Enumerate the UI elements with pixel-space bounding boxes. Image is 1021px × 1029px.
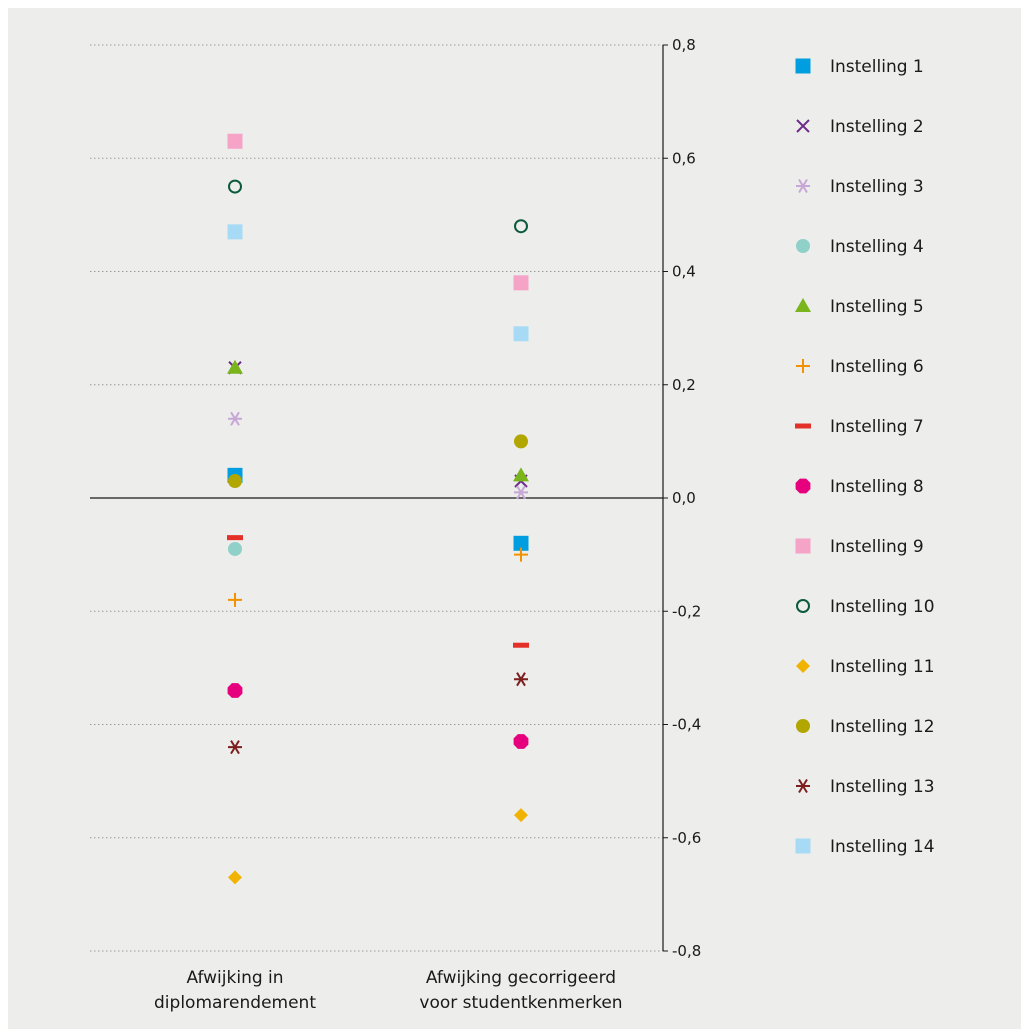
y-tick-label: 0,6 [672, 149, 696, 167]
legend-label: Instelling 10 [830, 597, 935, 617]
data-point [514, 219, 528, 234]
y-tick-label: 0,2 [672, 376, 696, 394]
axes [90, 44, 668, 952]
grid-lines [90, 44, 663, 952]
legend-label: Instelling 5 [830, 297, 924, 317]
data-point [227, 133, 243, 149]
category-label: diplomarendement [154, 993, 316, 1013]
legend-marker-icon [795, 538, 811, 554]
data-point [513, 467, 529, 482]
data-point [514, 434, 528, 449]
category-label: voor studentkenmerken [419, 993, 622, 1013]
legend-label: Instelling 6 [830, 357, 924, 377]
data-point [513, 275, 529, 291]
legend-label: Instelling 1 [830, 57, 924, 77]
scatter-chart: 0,8 0,6 0,4 0,2 0,0 -0,2 -0,4 -0,6 -0,8 Afwijkin… [90, 36, 935, 1013]
data-point [514, 547, 528, 562]
legend-marker-icon [796, 719, 810, 733]
legend-label: Instelling 14 [830, 837, 935, 857]
legend-label: Instelling 7 [830, 417, 924, 437]
data-point [228, 411, 242, 426]
y-tick-label: 0,4 [672, 263, 696, 281]
legend-item: Instelling 8 [795, 477, 924, 497]
legend-label: Instelling 13 [830, 777, 935, 797]
legend-item: Instelling 7 [795, 417, 924, 437]
legend-marker-icon [796, 359, 810, 373]
y-tick-label: -0,6 [672, 829, 701, 847]
chart-panel: 0,8 0,6 0,4 0,2 0,0 -0,2 -0,4 -0,6 -0,8 Afwijkin… [8, 8, 1021, 1029]
data-point [228, 541, 242, 556]
y-tick-label: -0,8 [672, 942, 701, 960]
legend-marker-icon [796, 119, 810, 133]
data-point [227, 683, 243, 698]
legend: Instelling 1 Instelling 2 Instelling 3 Inst… [795, 57, 935, 857]
legend-item: Instelling 9 [795, 537, 924, 557]
legend-label: Instelling 8 [830, 477, 924, 497]
legend-item: Instelling 5 [795, 297, 924, 317]
legend-label: Instelling 2 [830, 117, 924, 137]
data-point [514, 485, 528, 500]
y-tick-label: -0,2 [672, 602, 701, 620]
data-point [513, 642, 529, 648]
legend-item: Instelling 3 [796, 177, 924, 197]
category-label: Afwijking in [186, 968, 283, 988]
y-tick-labels: 0,8 0,6 0,4 0,2 0,0 -0,2 -0,4 -0,6 -0,8 [672, 36, 701, 960]
legend-item: Instelling 1 [795, 57, 924, 77]
legend-marker-icon [795, 58, 811, 74]
data-point [227, 359, 243, 374]
legend-marker-icon [796, 239, 810, 253]
data-point [228, 179, 242, 194]
legend-label: Instelling 3 [830, 177, 924, 197]
data-point [514, 808, 528, 823]
data-point [227, 224, 243, 240]
data-point [513, 326, 529, 342]
legend-marker-icon [796, 778, 810, 794]
y-tick-label: 0,8 [672, 36, 696, 54]
data-point [227, 535, 243, 541]
legend-marker-icon [795, 478, 811, 494]
legend-item: Instelling 4 [796, 237, 924, 257]
y-tick-label: 0,0 [672, 489, 696, 507]
legend-item: Instelling 12 [796, 717, 935, 737]
data-point [513, 535, 529, 551]
legend-item: Instelling 13 [796, 777, 935, 797]
legend-marker-icon [796, 599, 810, 613]
data-point [228, 474, 242, 489]
legend-label: Instelling 9 [830, 537, 924, 557]
legend-marker-icon [795, 298, 811, 312]
data-point [228, 592, 242, 607]
category-labels: Afwijking in diplomarendement Afwijking ge… [154, 968, 623, 1013]
legend-item: Instelling 6 [796, 357, 924, 377]
legend-marker-icon [795, 838, 811, 854]
data-point [514, 672, 528, 687]
data-point [513, 734, 529, 749]
category-label: Afwijking gecorrigeerd [426, 968, 616, 988]
y-tick-label: -0,4 [672, 716, 701, 734]
data-point [228, 740, 242, 755]
legend-label: Instelling 4 [830, 237, 924, 257]
legend-item: Instelling 14 [795, 837, 935, 857]
legend-marker-icon [796, 659, 810, 673]
legend-label: Instelling 11 [830, 657, 935, 677]
data-points [227, 133, 529, 885]
legend-item: Instelling 10 [796, 597, 935, 617]
legend-item: Instelling 11 [796, 657, 935, 677]
legend-label: Instelling 12 [830, 717, 935, 737]
data-point [228, 870, 242, 885]
legend-item: Instelling 2 [796, 117, 924, 137]
legend-marker-icon [796, 178, 810, 194]
legend-marker-icon [795, 423, 811, 429]
